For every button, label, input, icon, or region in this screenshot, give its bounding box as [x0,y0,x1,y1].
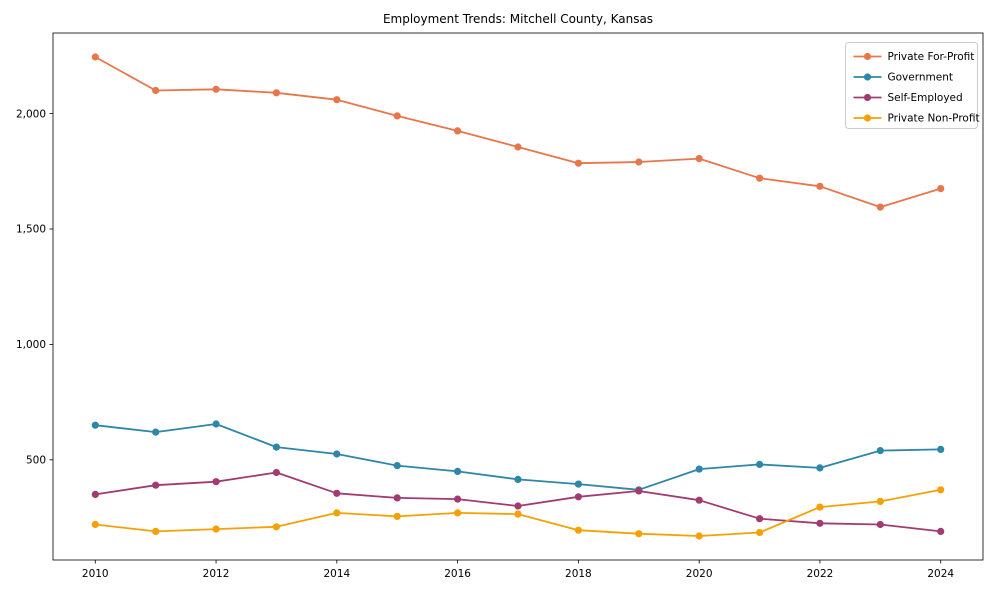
data-point-private-for-profit [272,89,280,97]
y-axis: 500 1,000 1,500 2,000 [16,108,53,467]
data-point-private-non-profit [393,512,401,521]
legend: Private For-Profit Government Self-Employe… [845,42,980,129]
data-point-self-employed [272,468,280,477]
x-tick-label: 2022 [807,568,834,580]
data-point-self-employed [393,494,401,502]
data-point-self-employed [876,520,884,529]
data-point-self-employed [454,495,462,503]
data-point-self-employed [635,487,643,495]
data-point-private-non-profit [695,532,703,540]
x-axis: 2010 2012 2014 2016 2018 2020 2022 2024 [82,560,954,580]
series-private-for-profit [91,53,945,211]
data-point-private-for-profit [635,158,643,166]
legend-sample-marker-private-non-profit [863,114,872,122]
data-point-government [695,465,703,473]
legend-label-government: Government [888,72,953,84]
data-point-government [272,443,280,451]
data-point-private-for-profit [695,155,703,163]
legend-item-private-non-profit: Private Non-Profit [853,113,980,125]
data-point-private-non-profit [635,530,643,538]
y-tick-label: 500 [26,455,46,467]
series-government [91,420,945,494]
y-tick-label: 2,000 [16,108,46,120]
data-point-self-employed [333,489,341,497]
data-point-government [91,421,99,429]
data-point-private-for-profit [333,96,341,104]
data-point-government [514,475,522,483]
legend-item-private-for-profit: Private For-Profit [853,51,975,63]
data-point-private-for-profit [816,182,824,190]
x-tick-label: 2010 [82,568,109,580]
data-point-private-non-profit [574,526,583,534]
data-point-government [876,447,884,455]
data-point-government [393,462,401,470]
plot-border [52,32,984,561]
legend-label-self-employed: Self-Employed [888,92,963,104]
data-point-self-employed [574,493,583,501]
data-point-private-non-profit [876,497,884,505]
series-private-non-profit [91,486,945,540]
data-point-self-employed [756,515,764,523]
legend-item-self-employed: Self-Employed [853,92,963,104]
data-point-government [152,428,160,436]
series-self-employed [91,468,945,536]
data-point-private-non-profit [816,503,824,511]
data-point-private-for-profit [574,159,583,167]
data-point-private-non-profit [454,509,462,517]
data-point-self-employed [514,502,522,510]
data-point-self-employed [695,496,703,504]
data-point-self-employed [152,481,160,489]
data-point-self-employed [212,478,220,486]
data-point-government [454,467,462,475]
chart-title: Employment Trends: Mitchell County, Kans… [382,12,654,26]
data-point-private-for-profit [454,127,462,135]
data-point-private-non-profit [212,525,220,533]
data-point-government [333,450,341,458]
data-point-private-non-profit [756,528,764,537]
data-point-private-for-profit [514,143,522,151]
data-point-private-non-profit [152,527,160,536]
legend-sample-marker-self-employed [863,93,872,102]
data-point-private-non-profit [514,510,522,518]
data-point-private-for-profit [152,86,160,95]
legend-sample-marker-private-for-profit [863,52,872,61]
data-point-private-for-profit [212,85,220,93]
legend-label-private-for-profit: Private For-Profit [888,51,975,63]
x-tick-label: 2024 [927,568,954,580]
x-tick-label: 2018 [565,568,592,580]
data-point-self-employed [91,490,99,498]
data-point-private-for-profit [876,203,884,211]
data-point-government [937,445,945,453]
data-point-government [816,464,824,472]
y-tick-label: 1,500 [16,224,46,236]
legend-label-private-non-profit: Private Non-Profit [888,113,980,125]
data-point-private-non-profit [333,509,341,517]
legend-sample-marker-government [863,73,872,81]
data-point-private-for-profit [91,53,99,61]
data-point-private-non-profit [91,520,99,529]
x-tick-label: 2014 [323,568,350,580]
data-point-government [212,420,220,428]
data-point-private-for-profit [393,112,401,120]
data-point-private-for-profit [756,174,764,182]
data-point-private-non-profit [937,486,945,494]
legend-item-government: Government [853,72,953,84]
data-point-self-employed [937,527,945,536]
data-point-government [574,480,583,488]
data-point-government [756,460,764,468]
data-point-private-non-profit [272,523,280,531]
legend-box [845,42,978,129]
y-tick-label: 1,000 [16,339,46,351]
x-tick-label: 2016 [444,568,471,580]
data-point-private-for-profit [937,185,945,193]
x-tick-label: 2012 [203,568,230,580]
data-point-self-employed [816,519,824,527]
series-line-private-for-profit [94,56,942,208]
x-tick-label: 2020 [686,568,713,580]
